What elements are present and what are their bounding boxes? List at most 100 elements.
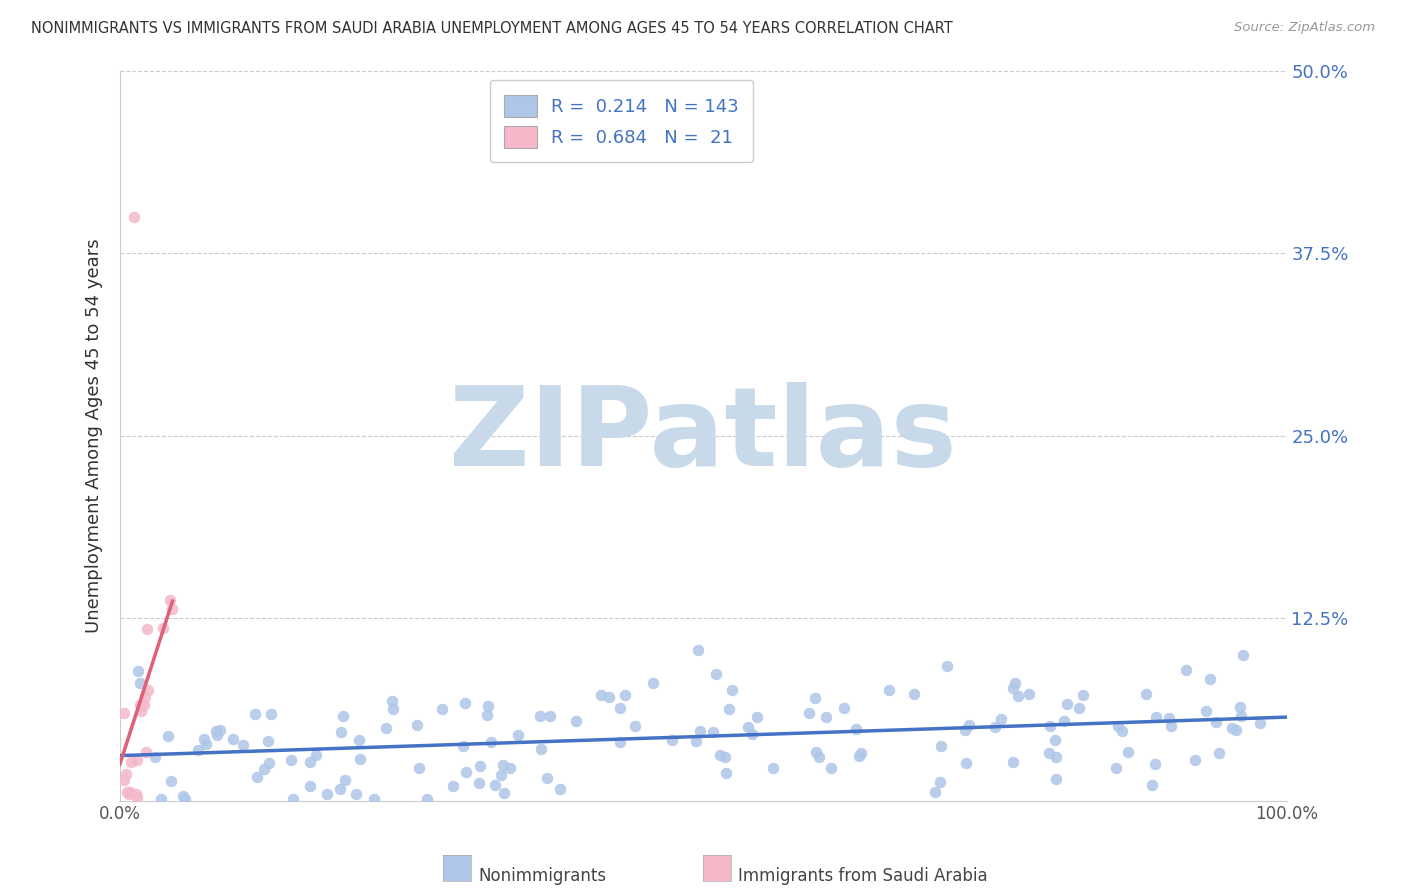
Point — [718, 702, 741, 716]
Point — [280, 753, 302, 767]
Point — [1018, 687, 1040, 701]
Point — [138, 683, 160, 698]
Point — [624, 719, 647, 733]
Point — [120, 756, 142, 770]
Text: ZIPatlas: ZIPatlas — [450, 383, 957, 490]
Point — [1225, 723, 1247, 737]
Legend: R =  0.214   N = 143, R =  0.684   N =  21: R = 0.214 N = 143, R = 0.684 N = 21 — [489, 80, 754, 162]
Point — [1135, 687, 1157, 701]
Point — [1045, 772, 1067, 787]
Point — [160, 601, 183, 615]
Point — [1038, 746, 1060, 760]
Point — [492, 787, 515, 801]
Point — [702, 725, 724, 739]
Point — [1208, 746, 1230, 760]
Point — [807, 750, 830, 764]
Point — [115, 767, 138, 781]
Point — [984, 720, 1007, 734]
Text: NONIMMIGRANTS VS IMMIGRANTS FROM SAUDI ARABIA UNEMPLOYMENT AMONG AGES 45 TO 54 Y: NONIMMIGRANTS VS IMMIGRANTS FROM SAUDI A… — [31, 21, 953, 36]
Point — [1229, 700, 1251, 714]
Point — [253, 762, 276, 776]
Point — [156, 729, 179, 743]
Point — [125, 787, 148, 801]
Point — [598, 690, 620, 705]
Point — [408, 761, 430, 775]
Point — [134, 690, 156, 705]
Point — [685, 733, 707, 747]
Point — [1184, 753, 1206, 767]
Point — [1002, 755, 1025, 769]
Point — [1039, 719, 1062, 733]
Point — [820, 761, 842, 775]
Point — [741, 727, 763, 741]
Point — [315, 788, 337, 802]
Point — [112, 772, 135, 787]
Point — [118, 785, 141, 799]
Point — [416, 792, 439, 806]
Point — [928, 774, 950, 789]
Point — [713, 750, 735, 764]
Point — [1160, 719, 1182, 733]
Point — [125, 753, 148, 767]
Point — [122, 210, 145, 224]
Point — [804, 691, 827, 706]
Point — [1045, 750, 1067, 764]
Point — [1105, 761, 1128, 775]
Point — [257, 734, 280, 748]
Point — [160, 773, 183, 788]
Point — [127, 664, 149, 678]
Point — [1069, 701, 1091, 715]
Point — [1198, 672, 1220, 686]
Point — [1205, 715, 1227, 730]
Point — [135, 745, 157, 759]
Point — [349, 752, 371, 766]
Point — [1073, 688, 1095, 702]
Point — [955, 756, 977, 770]
Point — [305, 748, 328, 763]
Text: Source: ZipAtlas.com: Source: ZipAtlas.com — [1234, 21, 1375, 34]
Point — [953, 723, 976, 738]
Point — [529, 709, 551, 723]
Point — [453, 697, 475, 711]
Point — [208, 723, 231, 738]
Point — [332, 709, 354, 723]
Point — [246, 770, 269, 784]
Point — [589, 688, 612, 702]
Point — [382, 702, 405, 716]
Point — [298, 755, 321, 769]
Point — [135, 622, 157, 636]
Point — [187, 743, 209, 757]
Text: Immigrants from Saudi Arabia: Immigrants from Saudi Arabia — [738, 867, 988, 885]
Point — [1007, 689, 1029, 703]
Point — [128, 676, 150, 690]
Point — [489, 768, 512, 782]
Point — [797, 706, 820, 721]
Point — [709, 747, 731, 762]
Point — [1107, 719, 1129, 733]
Point — [381, 694, 404, 708]
Point — [328, 781, 350, 796]
Point — [131, 704, 153, 718]
Point — [609, 700, 631, 714]
Point — [832, 701, 855, 715]
Point — [877, 682, 900, 697]
Point — [990, 712, 1012, 726]
Point — [193, 731, 215, 746]
Point — [479, 735, 502, 749]
Point — [232, 738, 254, 752]
Point — [484, 778, 506, 792]
Point — [143, 750, 166, 764]
Point — [173, 792, 195, 806]
Point — [506, 728, 529, 742]
Point — [929, 739, 952, 753]
Point — [737, 720, 759, 734]
Point — [641, 675, 664, 690]
Point — [112, 706, 135, 720]
Point — [689, 723, 711, 738]
Point — [492, 757, 515, 772]
Point — [704, 667, 727, 681]
Point — [957, 718, 980, 732]
Point — [924, 784, 946, 798]
Point — [540, 709, 562, 723]
Point — [117, 787, 139, 801]
